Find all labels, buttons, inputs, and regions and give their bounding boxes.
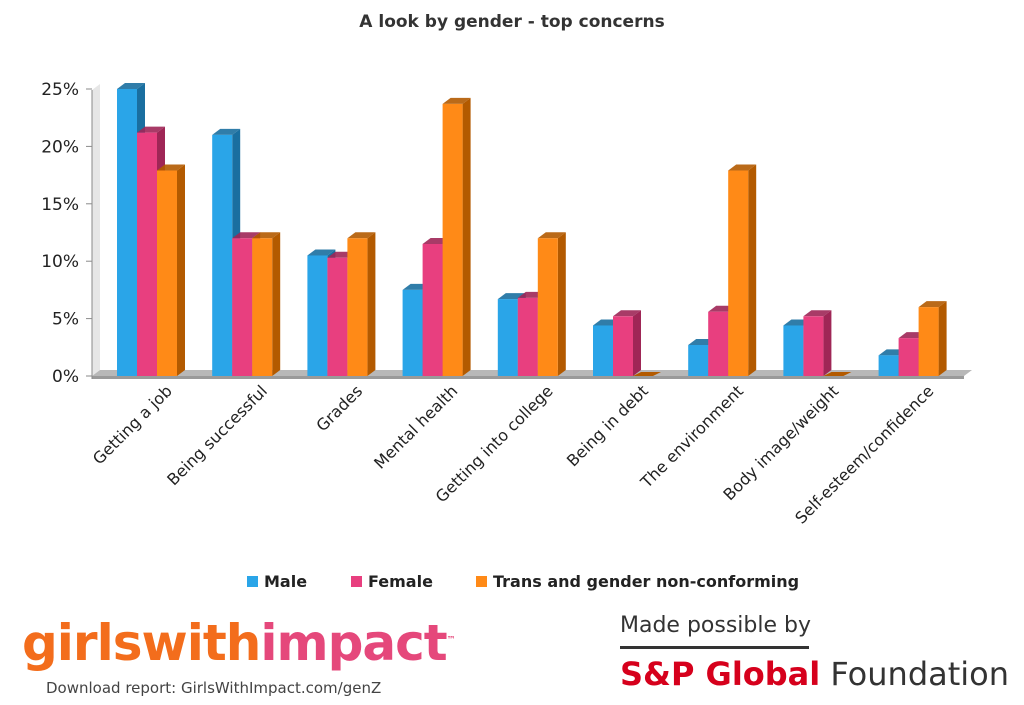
legend-label-male: Male	[264, 572, 308, 591]
bar-top-face	[442, 97, 471, 104]
bar-female	[803, 310, 832, 376]
bar-front-face	[347, 238, 368, 376]
floor-edge	[92, 376, 964, 379]
bar-top-face	[347, 232, 376, 239]
bar-front-face	[117, 89, 137, 376]
bar-front-face	[157, 170, 177, 376]
bar-front-face	[307, 255, 328, 376]
bar-side-face	[823, 310, 832, 376]
x-tick-label: The environment	[636, 381, 747, 492]
bar-top-face	[728, 164, 757, 171]
bar-front-face	[232, 238, 253, 376]
bar-top-face	[232, 232, 261, 239]
bar-trans	[442, 97, 471, 376]
bar-side-face	[633, 310, 641, 376]
bar-front-face	[728, 170, 749, 376]
legend-swatch-trans	[476, 576, 487, 587]
download-text: Download report: GirlsWithImpact.com/gen…	[46, 679, 382, 697]
sponsor-name: S&P Global	[620, 655, 821, 693]
bar-front-face	[783, 325, 804, 376]
x-tick-label: Getting a job	[89, 381, 176, 468]
bar-side-face	[557, 232, 566, 376]
bar-front-face	[252, 238, 273, 376]
trademark-icon: ™	[446, 635, 456, 646]
bar-trans	[633, 372, 661, 376]
bar-top-face	[803, 310, 832, 317]
bar-top-face	[918, 301, 947, 308]
bar-front-face	[402, 289, 423, 376]
bar-front-face	[537, 238, 558, 376]
legend: Male Female Trans and gender non-conform…	[0, 572, 1024, 596]
bar-front-face	[497, 299, 518, 376]
legend-item-trans: Trans and gender non-conforming	[476, 572, 799, 591]
bar-front-face	[442, 103, 463, 376]
bar-side-face	[177, 164, 185, 376]
bar-front-face	[593, 325, 613, 376]
bar-trans	[823, 372, 852, 376]
bar-front-face	[803, 316, 824, 376]
made-possible-text: Made possible by	[620, 613, 812, 638]
y-tick-label: 15%	[41, 195, 79, 215]
bar-side-face	[462, 97, 471, 376]
bar-front-face	[688, 345, 709, 376]
bar-front-face	[327, 257, 348, 376]
logo-girls: girls	[22, 614, 142, 672]
bar-top-face	[137, 126, 165, 133]
logo-impact: impact	[260, 614, 447, 672]
x-tick-label: Being successful	[163, 381, 271, 489]
bar-side-face	[367, 232, 376, 376]
bar-side-face	[272, 232, 281, 376]
bar-front-face	[878, 355, 899, 376]
legend-swatch-female	[351, 576, 362, 587]
y-tick-label: 5%	[52, 310, 79, 330]
bar-zero-face	[633, 372, 661, 376]
bar-front-face	[212, 134, 233, 376]
legend-swatch-male	[247, 576, 258, 587]
y-tick-label: 10%	[41, 252, 79, 272]
legend-label-trans: Trans and gender non-conforming	[493, 572, 800, 591]
legend-item-male: Male	[247, 572, 307, 591]
sponsor-logo: S&P Global Foundation	[620, 655, 1009, 693]
bar-top-face	[252, 232, 281, 239]
x-tick-label: Being in debt	[563, 381, 652, 470]
girls-with-impact-logo: girlswithimpact™	[22, 618, 456, 668]
bar-trans	[537, 232, 566, 376]
bar-front-face	[137, 132, 157, 376]
bar-front-face	[613, 316, 633, 376]
bar-trans	[728, 164, 757, 376]
bar-front-face	[708, 311, 729, 376]
bar-front-face	[517, 297, 538, 376]
chart-title: A look by gender - top concerns	[359, 12, 665, 32]
bar-front-face	[898, 338, 919, 376]
bar-trans	[347, 232, 376, 376]
bar-zero-face	[823, 372, 852, 376]
sponsor-suffix: Foundation	[830, 655, 1010, 693]
y-tick-label: 25%	[41, 80, 79, 100]
bar-front-face	[918, 307, 939, 376]
bar-side-face	[938, 301, 947, 376]
y-tick-label: 0%	[52, 367, 79, 387]
logo-with: with	[141, 614, 262, 672]
bar-trans	[157, 164, 185, 376]
bar-top-face	[613, 310, 641, 317]
bar-top-face	[117, 83, 145, 89]
bar-front-face	[422, 243, 443, 376]
left-wall	[92, 84, 100, 376]
y-tick-label: 20%	[41, 137, 79, 157]
bar-trans	[918, 301, 947, 376]
x-tick-label: Mental health	[370, 381, 461, 472]
bar-trans	[252, 232, 281, 376]
bar-female	[613, 310, 641, 376]
made-possible-divider	[620, 646, 809, 649]
bar-top-face	[537, 232, 566, 239]
x-tick-label: Grades	[312, 381, 366, 435]
bar-top-face	[307, 249, 336, 256]
legend-label-female: Female	[368, 572, 433, 591]
legend-item-female: Female	[351, 572, 433, 591]
bar-side-face	[748, 164, 757, 376]
bar-top-face	[157, 164, 185, 171]
bar-top-face	[212, 128, 241, 135]
